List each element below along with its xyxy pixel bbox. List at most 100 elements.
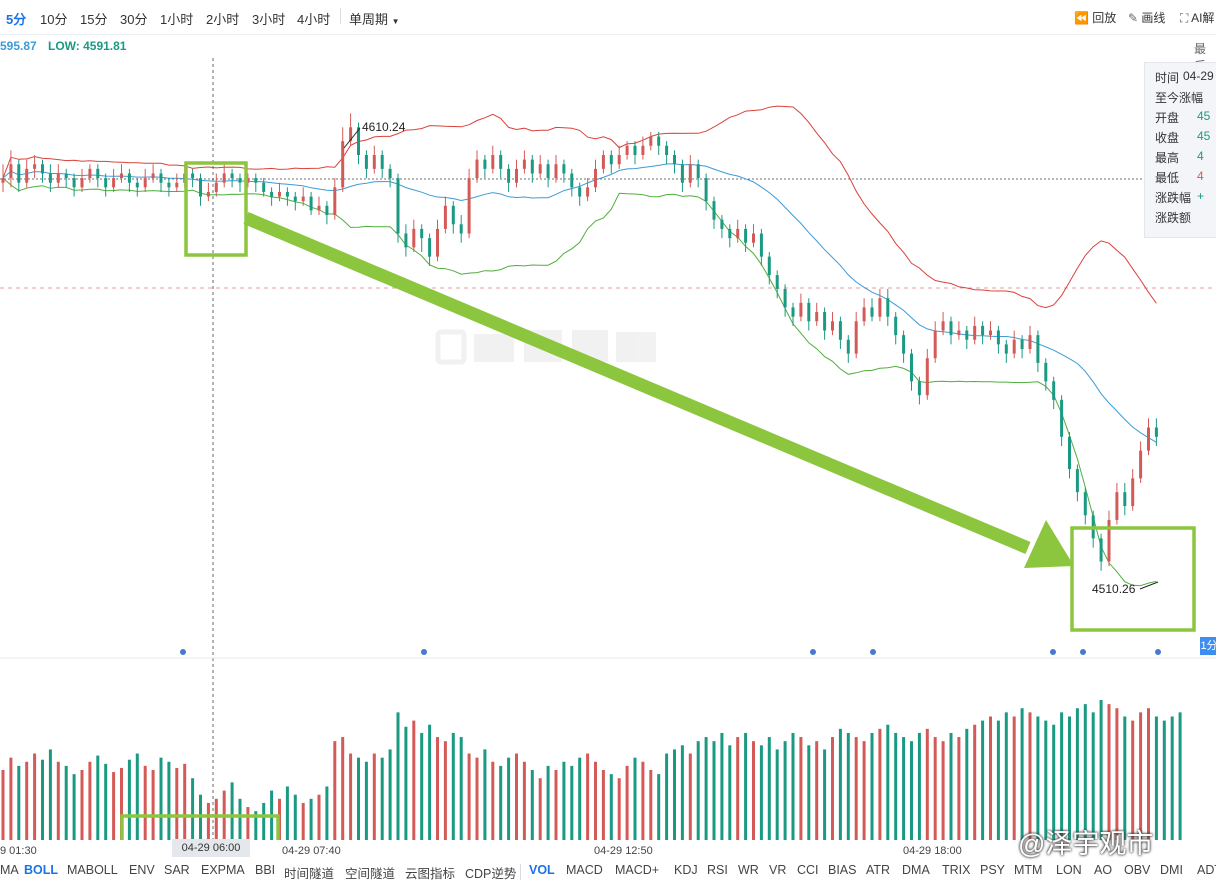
candle[interactable] xyxy=(1115,482,1119,525)
indicator-tab[interactable]: KDJ xyxy=(674,863,698,877)
period-select[interactable]: 单周期 ▼ xyxy=(349,12,400,27)
candle[interactable] xyxy=(673,150,676,174)
event-marker[interactable] xyxy=(421,649,427,655)
candle[interactable] xyxy=(680,159,684,192)
candle[interactable] xyxy=(404,224,408,257)
candle[interactable] xyxy=(1131,469,1135,511)
candle[interactable] xyxy=(941,312,945,336)
candle[interactable] xyxy=(80,168,84,192)
candle[interactable] xyxy=(925,349,929,400)
candle[interactable] xyxy=(41,159,44,183)
candle[interactable] xyxy=(112,168,116,192)
candle[interactable] xyxy=(562,159,566,183)
candle[interactable] xyxy=(428,233,432,266)
candle[interactable] xyxy=(854,312,858,359)
candle[interactable] xyxy=(325,201,329,225)
candle[interactable] xyxy=(1060,395,1064,446)
candle[interactable] xyxy=(625,141,629,160)
indicator-tab[interactable]: BBI xyxy=(255,863,276,877)
candle[interactable] xyxy=(815,302,819,326)
indicator-tab[interactable]: TRIX xyxy=(942,863,971,877)
event-marker[interactable] xyxy=(810,649,816,655)
indicator-tab[interactable]: MACD+ xyxy=(615,863,660,877)
candle[interactable] xyxy=(649,131,653,151)
candle[interactable] xyxy=(965,325,969,349)
candle[interactable] xyxy=(949,316,953,345)
candle[interactable] xyxy=(720,215,724,239)
candle[interactable] xyxy=(775,270,779,299)
candle[interactable] xyxy=(823,307,827,340)
candle[interactable] xyxy=(933,321,937,363)
indicator-tab[interactable]: CCI xyxy=(797,863,819,877)
indicator-tab[interactable]: VOL xyxy=(529,863,555,877)
candle[interactable] xyxy=(586,178,590,202)
indicator-tab[interactable]: OBV xyxy=(1124,863,1151,877)
indicator-tab[interactable]: RSI xyxy=(707,863,728,877)
candle[interactable] xyxy=(420,224,424,252)
candle[interactable] xyxy=(609,150,613,174)
candle[interactable] xyxy=(515,159,518,188)
candle[interactable] xyxy=(72,173,76,197)
candle[interactable] xyxy=(522,150,526,174)
candle[interactable] xyxy=(301,187,305,206)
candle[interactable] xyxy=(712,196,716,229)
candle[interactable] xyxy=(25,159,29,188)
candle[interactable] xyxy=(9,150,13,188)
indicator-tab[interactable]: MACD xyxy=(566,863,603,877)
candle[interactable] xyxy=(578,182,582,206)
indicator-tab[interactable]: MABOLL xyxy=(67,863,118,877)
candle[interactable] xyxy=(317,196,321,216)
candle[interactable] xyxy=(104,173,108,197)
candle[interactable] xyxy=(1154,418,1158,446)
candle[interactable] xyxy=(364,150,368,179)
indicator-tab[interactable]: ADT xyxy=(1197,863,1216,877)
event-marker[interactable] xyxy=(1155,649,1161,655)
candle[interactable] xyxy=(33,155,37,179)
candle[interactable] xyxy=(1068,432,1071,479)
candle[interactable] xyxy=(1083,487,1087,525)
candle[interactable] xyxy=(372,145,376,174)
timeframe-10m[interactable]: 10分 xyxy=(40,12,68,27)
candle[interactable] xyxy=(380,150,384,179)
indicator-tab[interactable]: EXPMA xyxy=(201,863,245,877)
price-chart[interactable]: 4610.24 4510.26 xyxy=(0,0,1216,840)
candle[interactable] xyxy=(499,150,503,179)
indicator-tab[interactable]: MTM xyxy=(1014,863,1043,877)
candle[interactable] xyxy=(728,224,732,248)
ai-button[interactable]: ⛶ AI解 xyxy=(1180,11,1215,25)
candle[interactable] xyxy=(254,173,258,192)
candle[interactable] xyxy=(1028,325,1032,354)
candle[interactable] xyxy=(214,173,218,197)
candle[interactable] xyxy=(546,159,550,188)
candle[interactable] xyxy=(996,325,1000,354)
candle[interactable] xyxy=(910,349,913,391)
candle[interactable] xyxy=(736,219,740,243)
candle[interactable] xyxy=(120,164,123,183)
candle[interactable] xyxy=(799,293,803,322)
indicator-tab[interactable]: LON xyxy=(1056,863,1082,877)
candle[interactable] xyxy=(230,168,234,188)
indicator-tab[interactable]: 时间隧道 xyxy=(284,867,335,881)
candle[interactable] xyxy=(1139,441,1143,483)
candle[interactable] xyxy=(143,168,147,192)
candle[interactable] xyxy=(167,178,171,197)
candle[interactable] xyxy=(989,321,992,340)
indicator-tab[interactable]: MA xyxy=(0,863,19,877)
candle[interactable] xyxy=(199,173,202,206)
candle[interactable] xyxy=(17,159,21,192)
candle[interactable] xyxy=(222,164,226,188)
event-marker[interactable] xyxy=(870,649,876,655)
indicator-tab[interactable]: ENV xyxy=(129,863,155,877)
indicator-tab[interactable]: DMA xyxy=(902,863,930,877)
candle[interactable] xyxy=(688,155,692,188)
indicator-tab[interactable]: WR xyxy=(738,863,759,877)
event-marker[interactable] xyxy=(1080,649,1086,655)
candle[interactable] xyxy=(459,215,463,243)
candle[interactable] xyxy=(665,141,669,165)
candle[interactable] xyxy=(1107,510,1111,567)
candle[interactable] xyxy=(862,298,866,326)
event-marker[interactable] xyxy=(180,649,186,655)
candle[interactable] xyxy=(56,164,60,188)
candle[interactable] xyxy=(309,191,313,216)
indicator-tab[interactable]: ATR xyxy=(866,863,891,877)
